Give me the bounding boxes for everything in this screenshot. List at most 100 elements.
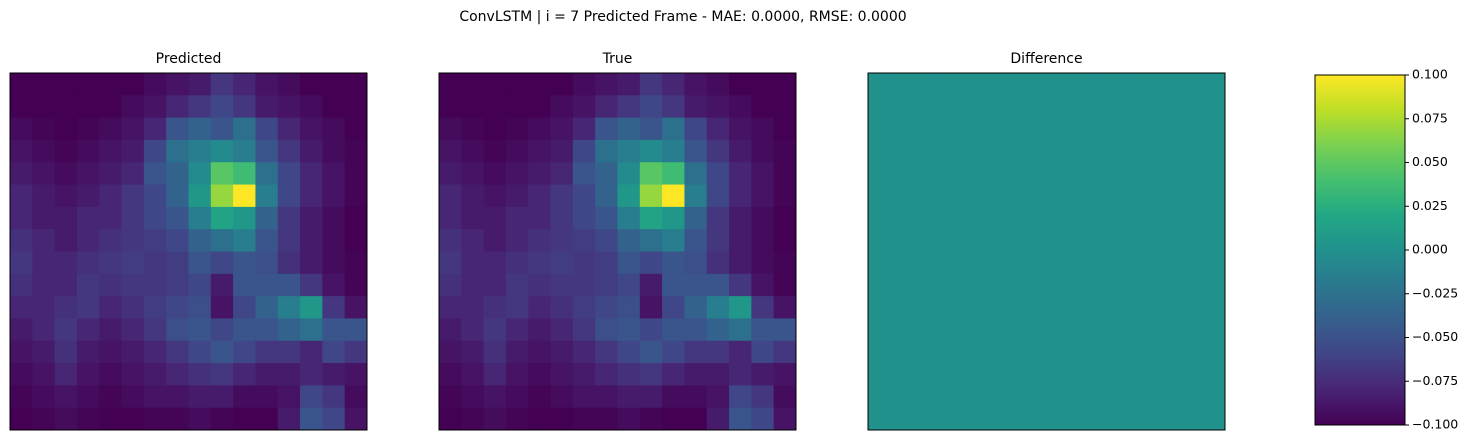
heatmap-cell [550, 162, 574, 186]
heatmap-cell [277, 318, 301, 342]
heatmap-cell [751, 407, 775, 431]
heatmap-cell [233, 407, 256, 431]
heatmap-cell [277, 139, 301, 163]
heatmap-cell [979, 363, 1003, 386]
heatmap-cell [934, 73, 958, 96]
heatmap-cell [1202, 407, 1226, 431]
heatmap-cell [76, 340, 100, 364]
heatmap-cell [166, 363, 189, 386]
heatmap-cell [344, 229, 368, 252]
heatmap-cell [1180, 162, 1204, 186]
heatmap-cell [121, 407, 145, 431]
heatmap-cell [166, 184, 189, 208]
heatmap-cell [868, 407, 891, 431]
heatmap-cell [1046, 184, 1070, 208]
heatmap-cell [277, 206, 301, 230]
heatmap-cell [912, 296, 936, 319]
heatmap-cell [255, 139, 279, 163]
heatmap-cell [32, 95, 56, 119]
heatmap-cell [188, 117, 212, 141]
heatmap-cell [76, 184, 100, 208]
heatmap-cell [1180, 229, 1204, 252]
heatmap-cell [528, 273, 552, 297]
heatmap-cell [99, 184, 123, 208]
heatmap-cell [729, 95, 752, 119]
heatmap-cell [550, 206, 574, 230]
heatmap-cell [505, 162, 529, 186]
colorbar [1314, 74, 1406, 426]
heatmap-cell [121, 273, 145, 297]
heatmap-cell [979, 318, 1003, 342]
heatmap-cell [528, 117, 552, 141]
heatmap-cell [461, 139, 485, 163]
heatmap-cell [662, 296, 685, 319]
colorbar-tick-label: 0.100 [1412, 67, 1448, 82]
heatmap-cell [572, 117, 596, 141]
heatmap-cell [143, 117, 167, 141]
heatmap-cell [1135, 296, 1159, 319]
heatmap-cell [528, 363, 552, 386]
heatmap-cell [210, 318, 234, 342]
heatmap-cell [210, 73, 234, 96]
heatmap-cell [639, 273, 663, 297]
heatmap-cell [639, 139, 663, 163]
heatmap-cell [729, 273, 752, 297]
heatmap-cell [729, 385, 752, 409]
heatmap-cell [505, 318, 529, 342]
heatmap-cell [483, 407, 507, 431]
heatmap-cell [684, 95, 708, 119]
heatmap-cell [1091, 162, 1114, 186]
heatmap-cell [595, 206, 618, 230]
heatmap-cell [143, 162, 167, 186]
heatmap-cell [483, 95, 507, 119]
heatmap-cell [76, 363, 100, 386]
heatmap-cell [912, 385, 936, 409]
heatmap-cell [729, 407, 752, 431]
heatmap-cell [188, 139, 212, 163]
heatmap-cell [1001, 385, 1025, 409]
heatmap-cell [957, 162, 981, 186]
heatmap-cell [439, 162, 462, 186]
heatmap-cell [957, 229, 981, 252]
heatmap-cell [528, 318, 552, 342]
heatmap-cell [54, 117, 78, 141]
heatmap-cell [979, 95, 1003, 119]
heatmap-cell [439, 363, 462, 386]
heatmap-cell [1046, 340, 1070, 364]
heatmap-cell [1046, 273, 1070, 297]
heatmap-cell [300, 206, 323, 230]
heatmap-cell [233, 363, 256, 386]
heatmap-cell [1158, 318, 1181, 342]
heatmap-cell [662, 273, 685, 297]
heatmap-cell [957, 385, 981, 409]
panel-title: True [602, 51, 633, 67]
heatmap-cell [32, 273, 56, 297]
heatmap-cell [344, 162, 368, 186]
heatmap-cell [662, 363, 685, 386]
heatmap-cell [1068, 162, 1092, 186]
heatmap-cell [10, 95, 33, 119]
heatmap-cell [912, 95, 936, 119]
heatmap-cell [957, 296, 981, 319]
heatmap-cell [1046, 385, 1070, 409]
heatmap-cell [505, 206, 529, 230]
heatmap-cell [868, 162, 891, 186]
heatmap-cell [210, 251, 234, 275]
heatmap-cell [1001, 296, 1025, 319]
heatmap-cell [751, 318, 775, 342]
heatmap-cell [912, 184, 936, 208]
heatmap-cell [461, 385, 485, 409]
heatmap-cell [210, 162, 234, 186]
heatmap-cell [1135, 340, 1159, 364]
heatmap-cell [188, 363, 212, 386]
heatmap-cell [233, 385, 256, 409]
heatmap-cell [483, 206, 507, 230]
heatmap-cell [322, 273, 346, 297]
heatmap-cell [1091, 296, 1114, 319]
heatmap-cell [868, 139, 891, 163]
heatmap-cell [912, 363, 936, 386]
heatmap-cell [1202, 273, 1226, 297]
heatmap-cell [461, 296, 485, 319]
heatmap-cell [1113, 184, 1137, 208]
heatmap-cell [912, 318, 936, 342]
